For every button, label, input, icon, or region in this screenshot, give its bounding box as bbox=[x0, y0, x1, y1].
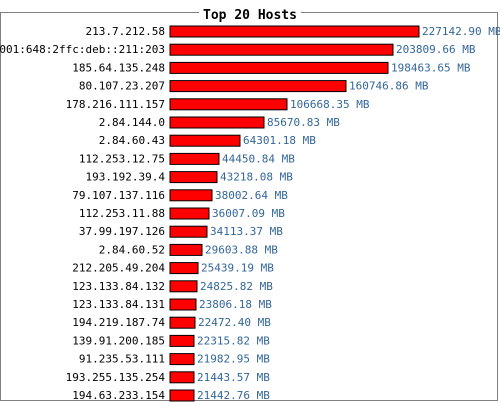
value-label: 198463.65 MB bbox=[391, 61, 471, 74]
value-label: 25439.19 MB bbox=[201, 262, 274, 275]
bar bbox=[169, 262, 199, 275]
bar bbox=[169, 189, 213, 202]
bar bbox=[169, 152, 220, 165]
host-label: 193.255.135.254 bbox=[66, 371, 166, 384]
bar bbox=[169, 243, 203, 256]
value-label: 64301.18 MB bbox=[243, 134, 316, 147]
bar-row: 178.216.111.157 106668.35 MB bbox=[66, 98, 370, 111]
bar bbox=[169, 353, 195, 366]
host-label: 194.219.187.74 bbox=[72, 316, 165, 329]
bar-row: 2.84.60.43 64301.18 MB bbox=[99, 134, 316, 147]
bar bbox=[169, 334, 195, 347]
host-label: 80.107.23.207 bbox=[79, 80, 165, 93]
bar-row: 91.235.53.111 21982.95 MB bbox=[79, 353, 270, 366]
value-label: 44450.84 MB bbox=[222, 152, 295, 165]
bar-row: 193.255.135.254 21443.57 MB bbox=[66, 371, 271, 384]
bar bbox=[169, 116, 265, 129]
chart-title: Top 20 Hosts bbox=[199, 8, 301, 23]
bar bbox=[169, 61, 389, 74]
value-label: 23806.18 MB bbox=[199, 298, 272, 311]
host-label: 178.216.111.157 bbox=[66, 98, 165, 111]
value-label: 21442.76 MB bbox=[197, 389, 270, 402]
host-label: 139.91.200.185 bbox=[72, 334, 165, 347]
host-label: 91.235.53.111 bbox=[79, 353, 165, 366]
bar-row: 194.219.187.74 22472.40 MB bbox=[72, 316, 271, 329]
bar-row: 2001:648:2ffc:deb::211:203 203809.66 MB bbox=[0, 43, 476, 56]
bar bbox=[169, 207, 210, 220]
value-label: 85670.83 MB bbox=[267, 116, 340, 129]
host-label: 185.64.135.248 bbox=[72, 61, 165, 74]
bar-row: 213.7.212.58 227142.90 MB bbox=[86, 25, 500, 38]
bar-row: 2.84.60.52 29603.88 MB bbox=[99, 243, 278, 256]
value-label: 22472.40 MB bbox=[198, 316, 271, 329]
bar-row: 185.64.135.248 198463.65 MB bbox=[72, 61, 471, 74]
bar bbox=[169, 316, 196, 329]
host-label: 123.133.84.131 bbox=[72, 298, 165, 311]
bar bbox=[169, 98, 288, 111]
bar bbox=[169, 134, 241, 147]
bar bbox=[169, 80, 347, 93]
value-label: 43218.08 MB bbox=[220, 171, 293, 184]
value-label: 38002.64 MB bbox=[215, 189, 288, 202]
bar bbox=[169, 171, 218, 184]
value-label: 203809.66 MB bbox=[396, 43, 476, 56]
bar bbox=[169, 25, 420, 38]
value-label: 160746.86 MB bbox=[349, 80, 429, 93]
value-label: 22315.82 MB bbox=[197, 334, 270, 347]
bar bbox=[169, 389, 195, 402]
host-label: 2001:648:2ffc:deb::211:203 bbox=[0, 43, 165, 56]
bar-row: 193.192.39.4 43218.08 MB bbox=[86, 171, 294, 184]
host-label: 123.133.84.132 bbox=[72, 280, 165, 293]
bar bbox=[169, 225, 208, 238]
host-label: 2.84.144.0 bbox=[99, 116, 165, 129]
host-label: 2.84.60.52 bbox=[99, 243, 165, 256]
value-label: 36007.09 MB bbox=[212, 207, 285, 220]
bar-row: 112.253.12.75 44450.84 MB bbox=[79, 152, 295, 165]
value-label: 29603.88 MB bbox=[205, 243, 278, 256]
bar-row: 37.99.197.126 34113.37 MB bbox=[79, 225, 283, 238]
host-label: 213.7.212.58 bbox=[86, 25, 165, 38]
bar-row: 123.133.84.132 24825.82 MB bbox=[72, 280, 273, 293]
value-label: 21982.95 MB bbox=[197, 353, 270, 366]
host-label: 37.99.197.126 bbox=[79, 225, 165, 238]
bar-row: 194.63.233.154 21442.76 MB bbox=[72, 389, 270, 402]
chart-title-wrap: Top 20 Hosts bbox=[0, 4, 500, 23]
host-label: 79.107.137.116 bbox=[72, 189, 165, 202]
value-label: 24825.82 MB bbox=[200, 280, 273, 293]
host-label: 194.63.233.154 bbox=[72, 389, 165, 402]
bar-row: 2.84.144.0 85670.83 MB bbox=[99, 116, 340, 129]
bar bbox=[169, 43, 394, 56]
bar-row: 80.107.23.207 160746.86 MB bbox=[79, 80, 429, 93]
bar-row: 112.253.11.88 36007.09 MB bbox=[79, 207, 285, 220]
bar-row: 79.107.137.116 38002.64 MB bbox=[72, 189, 288, 202]
bar-row: 212.205.49.204 25439.19 MB bbox=[72, 262, 274, 275]
value-label: 34113.37 MB bbox=[210, 225, 283, 238]
bar bbox=[169, 371, 195, 384]
bar-row: 123.133.84.131 23806.18 MB bbox=[72, 298, 272, 311]
value-label: 106668.35 MB bbox=[290, 98, 370, 111]
host-label: 212.205.49.204 bbox=[72, 262, 165, 275]
bar-row: 139.91.200.185 22315.82 MB bbox=[72, 334, 270, 347]
host-label: 2.84.60.43 bbox=[99, 134, 165, 147]
bar bbox=[169, 298, 197, 311]
host-label: 193.192.39.4 bbox=[86, 171, 166, 184]
host-label: 112.253.11.88 bbox=[79, 207, 165, 220]
value-label: 227142.90 MB bbox=[422, 25, 500, 38]
bar bbox=[169, 280, 198, 293]
value-label: 21443.57 MB bbox=[197, 371, 270, 384]
host-label: 112.253.12.75 bbox=[79, 152, 165, 165]
